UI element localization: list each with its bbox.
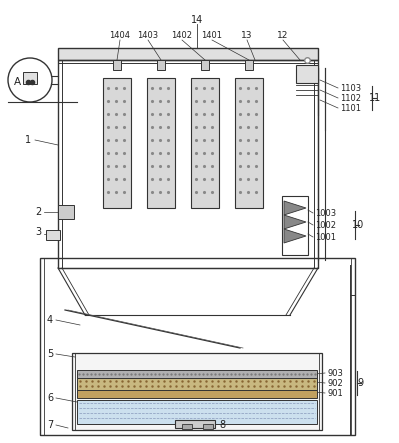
Bar — [147, 78, 175, 208]
Bar — [58, 48, 318, 60]
Text: 4: 4 — [47, 315, 53, 325]
Bar — [245, 60, 253, 70]
Text: A: A — [14, 77, 21, 87]
Bar — [282, 196, 308, 255]
Text: 1102: 1102 — [340, 93, 361, 102]
Polygon shape — [284, 215, 306, 229]
Text: 1: 1 — [25, 135, 31, 145]
Polygon shape — [284, 201, 306, 215]
Circle shape — [8, 58, 52, 102]
Bar — [58, 205, 74, 219]
Bar — [175, 420, 215, 428]
Text: 1002: 1002 — [315, 221, 336, 229]
Polygon shape — [284, 229, 306, 243]
Text: 1003: 1003 — [315, 209, 336, 218]
Bar — [77, 370, 317, 378]
Text: 1404: 1404 — [109, 31, 130, 39]
Bar — [103, 78, 131, 208]
Text: 2: 2 — [35, 207, 41, 217]
Text: 1401: 1401 — [201, 31, 223, 39]
Bar — [296, 65, 318, 83]
Bar — [157, 60, 165, 70]
Text: 14: 14 — [191, 15, 203, 25]
Text: 8: 8 — [219, 420, 225, 430]
Bar — [235, 78, 263, 208]
Bar — [201, 60, 209, 70]
Bar — [203, 424, 213, 429]
Bar — [23, 72, 37, 84]
Text: 1403: 1403 — [137, 31, 158, 39]
Text: 7: 7 — [47, 420, 53, 430]
Text: 903: 903 — [327, 369, 343, 377]
Bar — [182, 424, 192, 429]
Bar — [113, 60, 121, 70]
Text: 3: 3 — [35, 227, 41, 237]
Bar — [72, 353, 322, 430]
Text: 11: 11 — [369, 93, 381, 103]
Bar — [77, 378, 317, 390]
Text: 1001: 1001 — [315, 233, 336, 241]
Text: 12: 12 — [277, 31, 289, 39]
Text: 13: 13 — [241, 31, 253, 39]
Text: 6: 6 — [47, 393, 53, 403]
Text: 902: 902 — [327, 378, 343, 388]
Text: 5: 5 — [47, 349, 53, 359]
Bar — [46, 230, 60, 240]
Text: 1103: 1103 — [340, 83, 361, 93]
Text: 9: 9 — [357, 378, 363, 388]
Text: 1402: 1402 — [172, 31, 192, 39]
Bar — [191, 78, 219, 208]
Bar — [40, 258, 355, 435]
Text: 1101: 1101 — [340, 104, 361, 113]
Bar — [58, 60, 318, 268]
Bar — [77, 400, 317, 424]
Bar — [77, 390, 317, 398]
Text: 901: 901 — [327, 389, 343, 397]
Text: 10: 10 — [352, 220, 364, 230]
